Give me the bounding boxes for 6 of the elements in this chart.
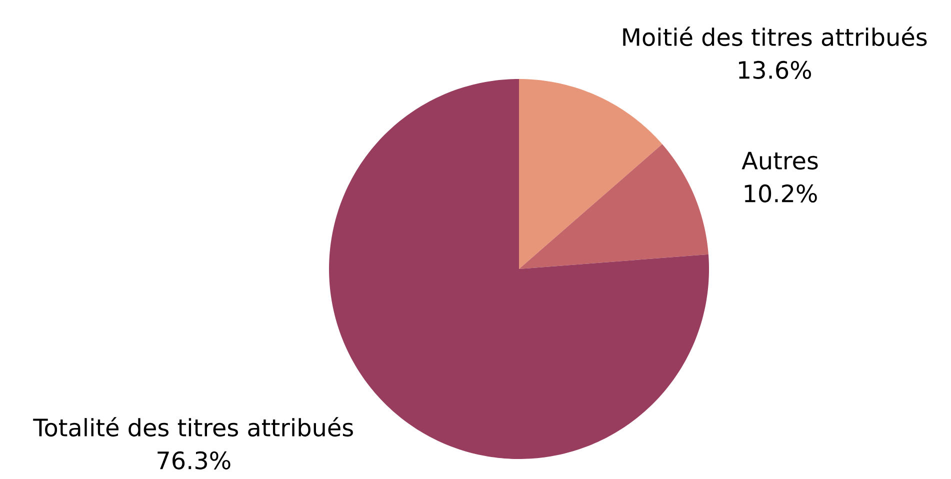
slice-label: Moitié des titres attribués — [623, 26, 927, 46]
data-label: 10.2% — [744, 184, 817, 202]
slice-label: Autres — [742, 152, 818, 170]
data-label: 13.6% — [739, 60, 811, 79]
slice-label: Totalité des titres attribués — [33, 417, 353, 437]
data-label: 76.3% — [158, 451, 230, 470]
